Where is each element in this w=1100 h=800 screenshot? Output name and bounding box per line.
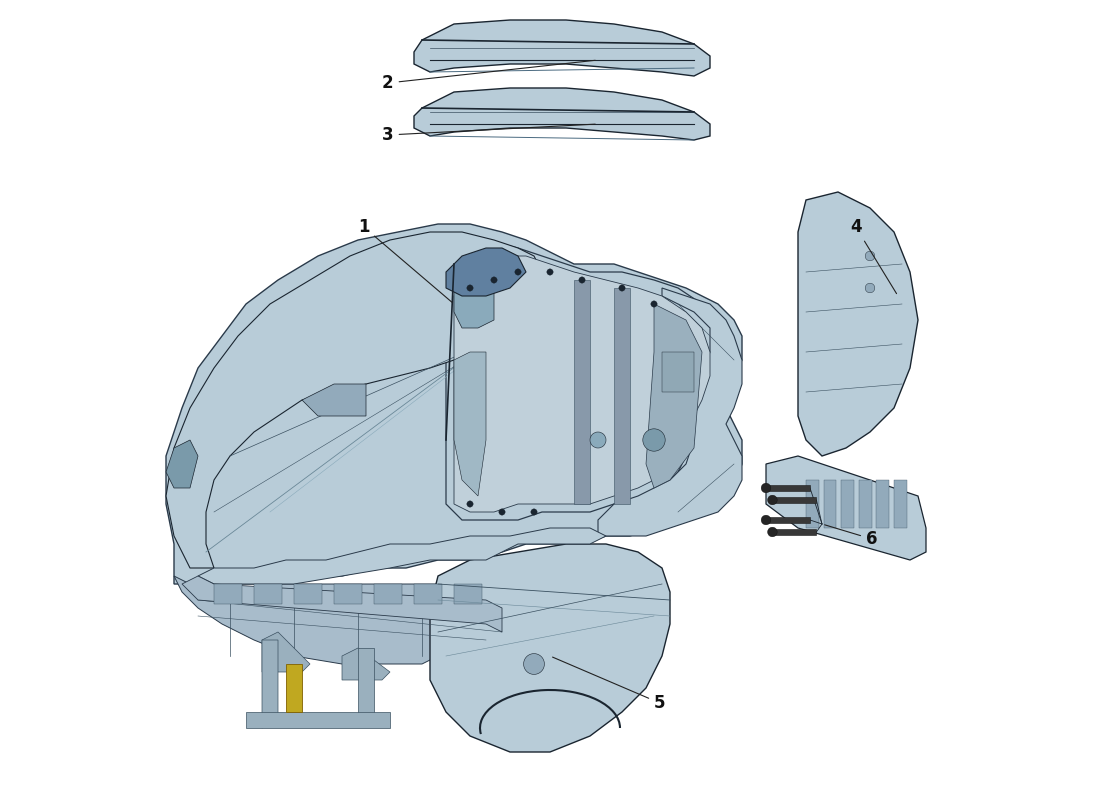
Text: 3: 3 xyxy=(382,124,595,144)
Polygon shape xyxy=(182,576,502,632)
Bar xyxy=(334,584,362,604)
Bar xyxy=(877,480,889,528)
Circle shape xyxy=(619,285,625,291)
Bar xyxy=(662,352,694,392)
Polygon shape xyxy=(766,456,926,560)
Text: 2: 2 xyxy=(382,60,595,92)
Circle shape xyxy=(466,501,473,507)
Bar xyxy=(824,480,836,528)
Text: 1: 1 xyxy=(358,218,452,302)
Circle shape xyxy=(768,495,778,505)
Circle shape xyxy=(498,509,505,515)
Circle shape xyxy=(866,283,874,293)
Polygon shape xyxy=(646,304,702,488)
Polygon shape xyxy=(174,576,502,664)
Text: 6: 6 xyxy=(825,525,878,548)
Polygon shape xyxy=(574,280,590,504)
Polygon shape xyxy=(454,352,486,496)
Circle shape xyxy=(579,277,585,283)
Polygon shape xyxy=(446,248,526,296)
Bar xyxy=(806,480,818,528)
Polygon shape xyxy=(614,288,630,504)
Circle shape xyxy=(547,269,553,275)
Bar xyxy=(859,480,871,528)
Bar xyxy=(214,584,242,604)
Polygon shape xyxy=(798,192,918,456)
Polygon shape xyxy=(262,632,310,672)
Polygon shape xyxy=(166,224,742,584)
Circle shape xyxy=(466,285,473,291)
Circle shape xyxy=(761,515,771,525)
Bar xyxy=(294,584,322,604)
Polygon shape xyxy=(454,256,710,512)
Circle shape xyxy=(761,483,771,493)
Circle shape xyxy=(866,251,874,261)
Polygon shape xyxy=(198,528,606,584)
Polygon shape xyxy=(358,648,374,720)
Polygon shape xyxy=(446,240,726,520)
Circle shape xyxy=(515,269,521,275)
Bar xyxy=(374,584,401,604)
Polygon shape xyxy=(286,664,302,712)
Text: 5: 5 xyxy=(552,657,666,712)
Polygon shape xyxy=(414,20,710,76)
Polygon shape xyxy=(302,384,366,416)
Polygon shape xyxy=(454,264,494,328)
Circle shape xyxy=(531,509,537,515)
Bar xyxy=(894,480,906,528)
Polygon shape xyxy=(246,712,390,728)
Bar xyxy=(772,529,816,535)
Circle shape xyxy=(642,429,666,451)
Text: EBERPARTS
1955: EBERPARTS 1955 xyxy=(353,336,747,464)
Bar xyxy=(842,480,854,528)
Circle shape xyxy=(590,432,606,448)
Polygon shape xyxy=(262,640,278,728)
Polygon shape xyxy=(342,648,390,680)
Polygon shape xyxy=(430,544,670,752)
Polygon shape xyxy=(414,88,710,140)
Bar xyxy=(766,485,810,491)
Bar xyxy=(454,584,482,604)
Polygon shape xyxy=(598,288,743,536)
Circle shape xyxy=(651,301,657,307)
Circle shape xyxy=(768,527,778,537)
Circle shape xyxy=(524,654,544,674)
Polygon shape xyxy=(166,232,542,568)
Bar xyxy=(772,497,816,503)
Text: 4: 4 xyxy=(850,218,896,294)
Circle shape xyxy=(491,277,497,283)
Polygon shape xyxy=(166,440,198,488)
Bar xyxy=(414,584,442,604)
Bar xyxy=(766,517,810,523)
Bar xyxy=(254,584,282,604)
